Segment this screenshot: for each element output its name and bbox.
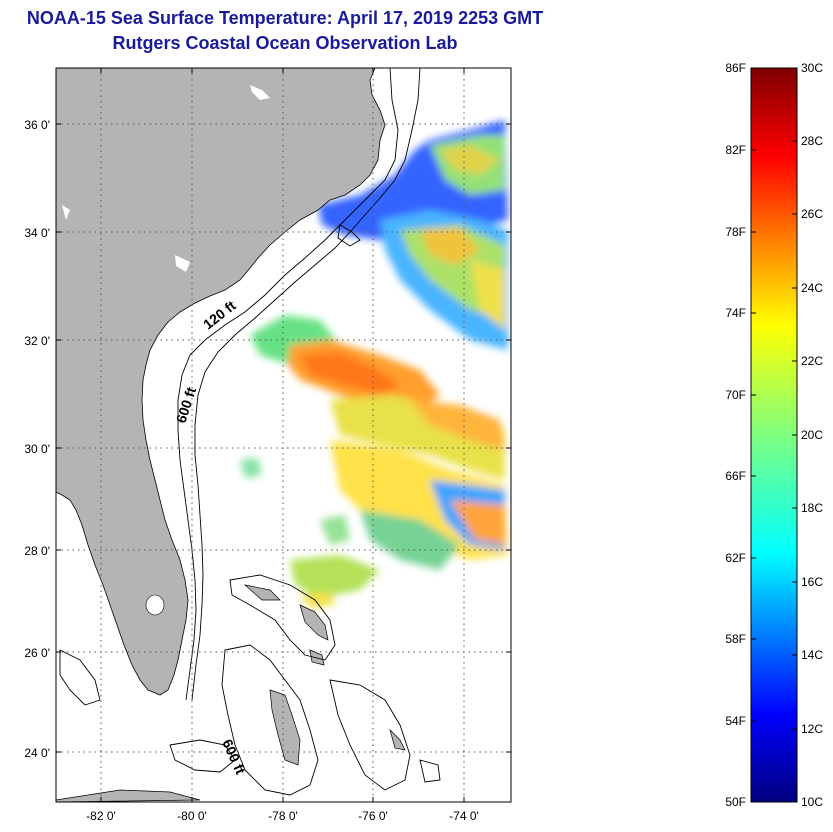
lake xyxy=(175,255,190,272)
cb-c-28: 28C xyxy=(801,134,823,148)
cb-c-18: 18C xyxy=(801,501,823,515)
map-title: NOAA-15 Sea Surface Temperature: April 1… xyxy=(26,8,544,28)
cb-c-12: 12C xyxy=(801,722,823,736)
cb-c-16: 16C xyxy=(801,575,823,589)
land-mainland xyxy=(56,68,386,696)
longitude-labels: -82 0' -80 0' -78 0' -76 0' -74 0' xyxy=(86,809,479,823)
lat-label-36: 36 0' xyxy=(24,118,50,132)
cb-f-86: 86F xyxy=(725,61,746,75)
land-cuba xyxy=(56,789,201,802)
sst-data-layer xyxy=(240,100,508,608)
lat-label-26: 26 0' xyxy=(24,646,50,660)
cb-f-70: 70F xyxy=(725,388,746,402)
cb-f-82: 82F xyxy=(725,143,746,157)
lat-label-32: 32 0' xyxy=(24,334,50,348)
cb-c-26: 26C xyxy=(801,207,823,221)
lat-label-30: 30 0' xyxy=(24,442,50,456)
lake xyxy=(62,205,70,220)
cb-f-58: 58F xyxy=(725,632,746,646)
map-subtitle: Rutgers Coastal Ocean Observation Lab xyxy=(112,33,458,53)
bahamas-islands xyxy=(243,584,406,766)
cb-f-62: 62F xyxy=(725,551,746,565)
cb-f-78: 78F xyxy=(725,225,746,239)
lat-lon-grid xyxy=(56,68,511,802)
cb-c-20: 20C xyxy=(801,428,823,442)
cb-c-10: 10C xyxy=(801,795,823,809)
cb-f-74: 74F xyxy=(725,306,746,320)
lon-label-78: -78 0' xyxy=(268,809,298,823)
cb-f-50: 50F xyxy=(725,795,746,809)
cb-c-14: 14C xyxy=(801,648,823,662)
cb-c-24: 24C xyxy=(801,281,823,295)
cb-c-22: 22C xyxy=(801,354,823,368)
colorbar-ticks xyxy=(751,140,797,730)
colorbar-gradient xyxy=(750,67,798,803)
lake-okeechobee xyxy=(145,594,165,616)
lon-label-82: -82 0' xyxy=(86,809,116,823)
cb-f-66: 66F xyxy=(725,469,746,483)
lon-label-80: -80 0' xyxy=(177,809,207,823)
axis-ticks xyxy=(56,68,511,802)
lat-label-28: 28 0' xyxy=(24,544,50,558)
contour-600ft xyxy=(191,68,421,701)
lon-label-76: -76 0' xyxy=(358,809,388,823)
lat-label-34: 34 0' xyxy=(24,226,50,240)
bathymetry-contours xyxy=(59,68,441,796)
cb-c-30: 30C xyxy=(801,61,823,75)
colorbar-fahrenheit-labels: 86F 82F 78F 74F 70F 66F 62F 58F 54F 50F xyxy=(725,61,746,809)
colorbar: 86F 82F 78F 74F 70F 66F 62F 58F 54F 50F … xyxy=(725,61,823,809)
cb-f-54: 54F xyxy=(725,714,746,728)
lake xyxy=(250,85,270,100)
lon-label-74: -74 0' xyxy=(449,809,479,823)
colorbar-celsius-labels: 30C 28C 26C 24C 22C 20C 18C 16C 14C 12C … xyxy=(801,61,823,809)
latitude-labels: 36 0' 34 0' 32 0' 30 0' 28 0' 26 0' 24 0… xyxy=(24,118,50,760)
lat-label-24: 24 0' xyxy=(24,746,50,760)
contour-120ft xyxy=(177,68,399,701)
